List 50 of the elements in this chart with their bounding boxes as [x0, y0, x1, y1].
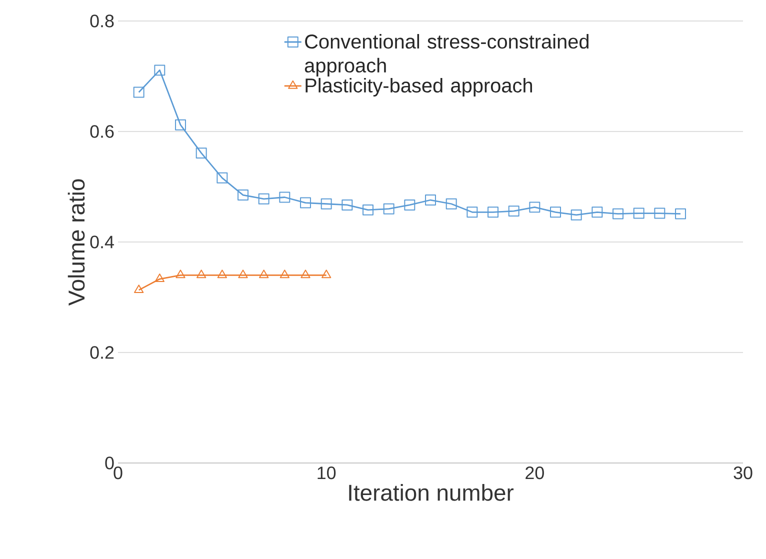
- y-tick-label: 0.2: [90, 346, 114, 359]
- point: [529, 202, 540, 213]
- x-tick-label: 0: [114, 466, 122, 480]
- point: [508, 206, 520, 217]
- point: [259, 270, 269, 278]
- point: [466, 206, 478, 218]
- point: [425, 194, 436, 206]
- point: [154, 274, 164, 282]
- point: [238, 270, 248, 278]
- y-axis-title: Volume ratio: [68, 179, 85, 306]
- point: [320, 198, 332, 210]
- y-tick-label: 0.4: [90, 236, 114, 248]
- point: [280, 270, 290, 278]
- point: [322, 270, 332, 278]
- legend-label: Conventional stress-constrained approach: [304, 34, 588, 77]
- point: [258, 193, 270, 204]
- point: [133, 86, 144, 98]
- x-tick-label: 30: [734, 466, 752, 480]
- point: [570, 209, 582, 220]
- x-tick-label: 20: [526, 466, 544, 480]
- x-axis-title: Iteration number: [349, 484, 514, 501]
- point: [196, 148, 207, 159]
- point: [216, 172, 228, 184]
- point: [154, 64, 166, 76]
- point: [404, 200, 416, 210]
- point: [300, 270, 310, 278]
- point: [592, 206, 603, 218]
- point: [675, 208, 686, 220]
- y-tick-label: 0: [105, 456, 114, 470]
- point: [654, 208, 666, 219]
- legend-label: Plasticity-based approach: [306, 78, 532, 97]
- point: [383, 203, 394, 214]
- point: [633, 208, 644, 219]
- point: [238, 190, 248, 201]
- y-tick-label: 0.8: [90, 14, 114, 28]
- point: [488, 206, 498, 218]
- point: [550, 206, 561, 218]
- point: [196, 270, 206, 278]
- point: [175, 119, 186, 130]
- point: [446, 198, 457, 210]
- point: [279, 192, 290, 203]
- point: [134, 284, 144, 294]
- point: [612, 208, 624, 220]
- point: [300, 197, 311, 208]
- point: [217, 270, 227, 278]
- point: [342, 200, 353, 210]
- y-tick-label: 0.6: [90, 125, 114, 138]
- point: [362, 204, 374, 216]
- point: [176, 270, 186, 278]
- x-tick-label: 10: [318, 466, 336, 480]
